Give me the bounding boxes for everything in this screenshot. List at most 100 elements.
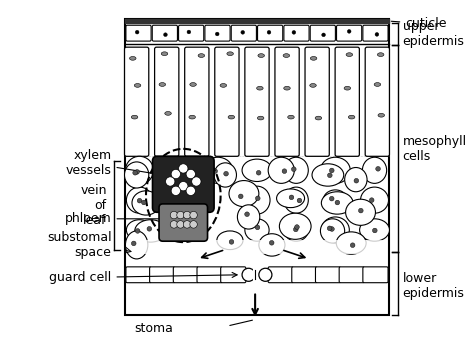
Ellipse shape — [137, 86, 144, 90]
Circle shape — [244, 31, 247, 35]
Circle shape — [335, 200, 340, 205]
Circle shape — [147, 227, 152, 231]
FancyBboxPatch shape — [257, 25, 283, 41]
Ellipse shape — [361, 187, 389, 213]
Text: upper
epidermis: upper epidermis — [402, 20, 465, 48]
Circle shape — [190, 211, 197, 219]
Ellipse shape — [217, 231, 243, 250]
Ellipse shape — [203, 157, 233, 183]
Text: xylem
vessels: xylem vessels — [65, 149, 170, 178]
Ellipse shape — [165, 55, 172, 59]
Ellipse shape — [237, 205, 260, 229]
Circle shape — [165, 177, 175, 186]
Ellipse shape — [341, 57, 347, 60]
Text: cuticle: cuticle — [391, 17, 447, 30]
FancyBboxPatch shape — [363, 25, 388, 41]
Circle shape — [183, 221, 191, 228]
FancyBboxPatch shape — [221, 267, 246, 283]
FancyBboxPatch shape — [185, 47, 209, 156]
Circle shape — [289, 195, 294, 200]
Ellipse shape — [360, 219, 390, 241]
Bar — [126, 19, 389, 315]
Circle shape — [174, 165, 178, 170]
FancyBboxPatch shape — [337, 25, 362, 41]
Ellipse shape — [198, 55, 204, 58]
Circle shape — [170, 221, 178, 228]
Ellipse shape — [321, 192, 353, 214]
Circle shape — [191, 177, 201, 186]
Circle shape — [293, 227, 298, 232]
Circle shape — [142, 200, 146, 205]
Circle shape — [282, 169, 287, 173]
Ellipse shape — [259, 234, 285, 256]
Circle shape — [320, 32, 324, 36]
Circle shape — [179, 181, 188, 191]
Ellipse shape — [127, 187, 153, 213]
Circle shape — [165, 33, 169, 37]
Circle shape — [329, 196, 334, 201]
Ellipse shape — [276, 189, 305, 208]
Ellipse shape — [219, 112, 226, 116]
Ellipse shape — [323, 190, 347, 210]
Ellipse shape — [371, 83, 377, 86]
Circle shape — [255, 225, 260, 230]
FancyBboxPatch shape — [150, 267, 175, 283]
Ellipse shape — [363, 157, 387, 183]
Ellipse shape — [285, 112, 292, 115]
Ellipse shape — [227, 86, 233, 89]
Ellipse shape — [377, 114, 384, 118]
Circle shape — [255, 196, 260, 201]
FancyBboxPatch shape — [159, 204, 208, 241]
Circle shape — [256, 170, 261, 175]
Ellipse shape — [340, 116, 347, 120]
Circle shape — [217, 31, 220, 35]
Ellipse shape — [164, 159, 193, 181]
Ellipse shape — [242, 268, 255, 281]
Circle shape — [358, 208, 363, 213]
Ellipse shape — [268, 157, 294, 183]
Circle shape — [328, 173, 332, 178]
Ellipse shape — [190, 112, 196, 116]
FancyBboxPatch shape — [292, 267, 317, 283]
FancyBboxPatch shape — [179, 25, 204, 41]
Ellipse shape — [242, 159, 272, 181]
Circle shape — [171, 186, 181, 195]
Text: guard cell: guard cell — [49, 271, 237, 284]
FancyBboxPatch shape — [305, 47, 329, 156]
Circle shape — [179, 164, 188, 173]
FancyBboxPatch shape — [268, 267, 293, 283]
Ellipse shape — [197, 84, 204, 88]
Ellipse shape — [245, 219, 269, 241]
Ellipse shape — [132, 191, 160, 215]
FancyBboxPatch shape — [275, 47, 299, 156]
Ellipse shape — [284, 219, 308, 241]
FancyBboxPatch shape — [197, 267, 222, 283]
FancyBboxPatch shape — [125, 47, 149, 156]
Circle shape — [292, 167, 296, 172]
Text: stoma: stoma — [135, 322, 173, 335]
Circle shape — [224, 171, 228, 176]
Ellipse shape — [287, 52, 294, 55]
FancyBboxPatch shape — [316, 267, 341, 283]
Circle shape — [349, 32, 353, 36]
Circle shape — [292, 30, 296, 34]
Ellipse shape — [376, 52, 383, 55]
Ellipse shape — [164, 86, 171, 89]
Circle shape — [190, 221, 197, 228]
Ellipse shape — [125, 162, 149, 188]
Ellipse shape — [320, 157, 350, 183]
Text: lower
epidermis: lower epidermis — [402, 273, 465, 300]
Circle shape — [350, 243, 355, 247]
Circle shape — [376, 166, 381, 171]
Ellipse shape — [345, 168, 367, 192]
FancyBboxPatch shape — [126, 267, 151, 283]
Text: vein
of
leaf: vein of leaf — [80, 184, 107, 227]
Ellipse shape — [311, 86, 318, 89]
FancyBboxPatch shape — [215, 47, 239, 156]
FancyBboxPatch shape — [284, 25, 309, 41]
FancyBboxPatch shape — [205, 25, 230, 41]
FancyBboxPatch shape — [231, 25, 256, 41]
Ellipse shape — [312, 164, 344, 186]
Ellipse shape — [135, 220, 166, 242]
Ellipse shape — [229, 180, 259, 207]
